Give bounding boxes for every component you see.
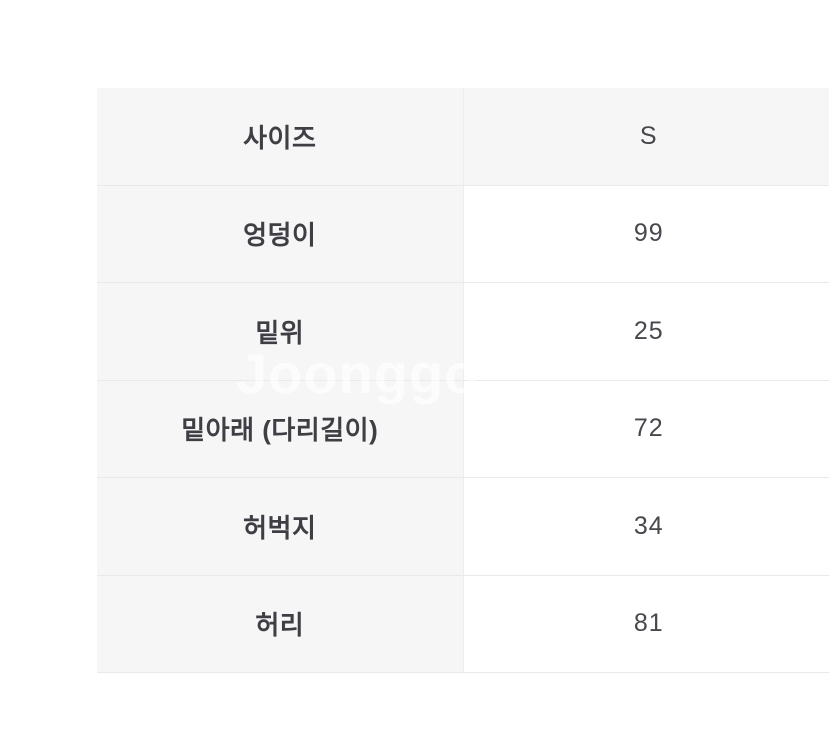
row-label-waist: 허리	[97, 574, 464, 673]
table-row-rise: 밑위 25	[97, 282, 829, 380]
row-label-thigh: 허벅지	[97, 477, 464, 575]
row-value-hip: 99	[463, 184, 829, 283]
table-row-thigh: 허벅지 34	[97, 477, 829, 575]
row-label-rise: 밑위	[97, 282, 464, 380]
table-row-waist: 허리 81	[97, 574, 829, 673]
row-value-thigh: 34	[463, 477, 829, 575]
row-label-hip: 엉덩이	[97, 184, 464, 283]
row-label-inseam: 밑아래 (다리길이)	[97, 379, 464, 478]
row-value-inseam: 72	[463, 379, 829, 478]
row-value-rise: 25	[463, 282, 829, 380]
table-header-row: 사이즈 S	[97, 88, 829, 185]
table-row-hip: 엉덩이 99	[97, 184, 829, 283]
row-value-waist: 81	[463, 574, 829, 673]
table-row-inseam: 밑아래 (다리길이) 72	[97, 379, 829, 478]
header-size-value: S	[463, 88, 829, 185]
header-size-label: 사이즈	[97, 88, 464, 185]
size-spec-table: 사이즈 S 엉덩이 99 밑위 25 밑아래 (다리길이) 72 허벅지 34 …	[97, 88, 829, 673]
